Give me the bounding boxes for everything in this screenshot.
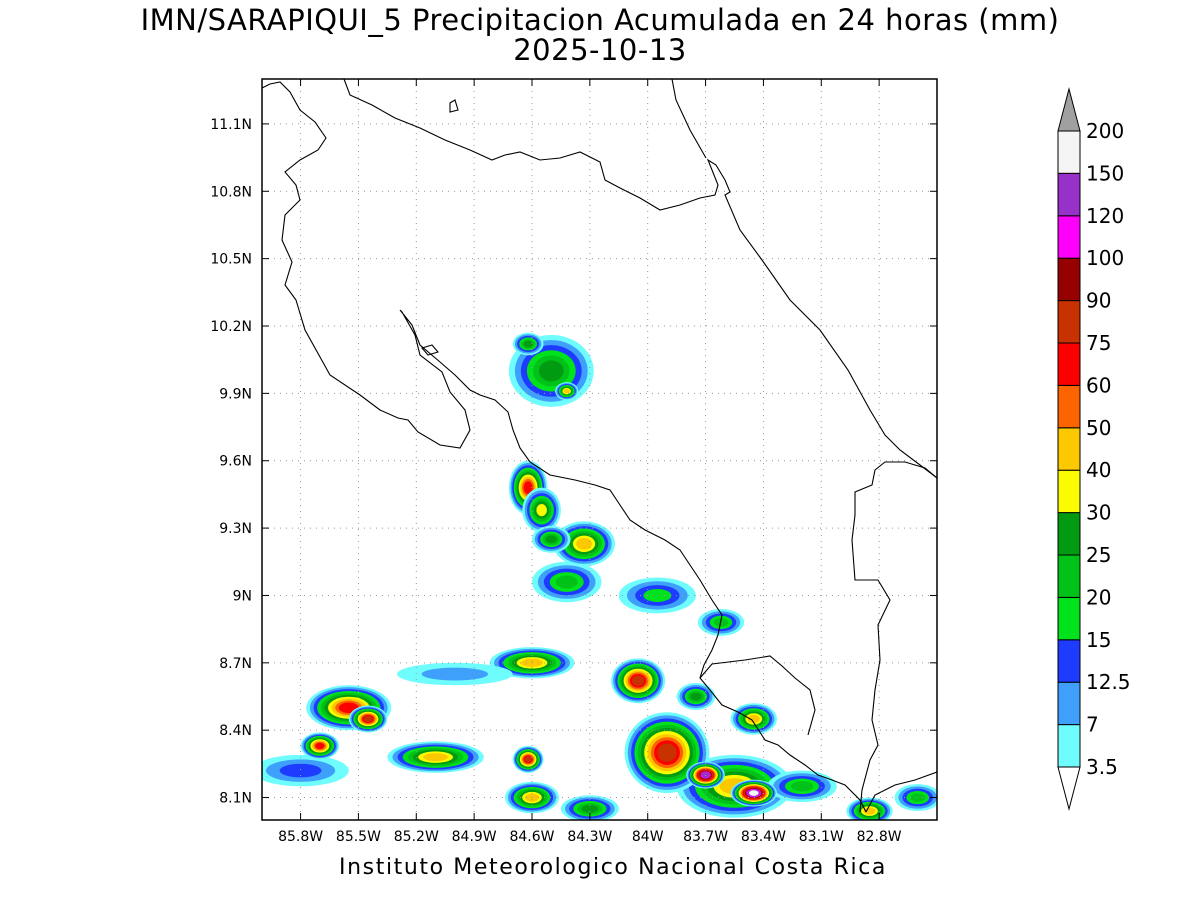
lat-tick-label: 10.5N: [210, 252, 252, 268]
colorbar-low-arrow: [1057, 766, 1081, 811]
precip-contour-band: [643, 588, 672, 602]
southern-border: [699, 655, 816, 736]
precip-contour-band: [690, 692, 702, 701]
footer-credit: Instituto Meteorologico Nacional Costa R…: [339, 855, 887, 880]
colorbar-swatch: [1057, 596, 1081, 641]
precip-contour-band: [657, 743, 677, 762]
colorbar-label: 12.5: [1086, 670, 1131, 694]
colorbar-label: 20: [1086, 585, 1111, 609]
precip-contour-band: [315, 742, 325, 750]
precip-contour-band: [538, 360, 564, 382]
lat-tick-label: 10.2N: [210, 319, 252, 335]
precip-contour-band: [279, 763, 322, 778]
colorbar-swatch: [1057, 257, 1081, 302]
colorbar-swatch: [1057, 172, 1081, 217]
colorbar-swatch: [1057, 215, 1081, 259]
coastlines-borders: [262, 79, 937, 813]
lon-tick-label: 83.7W: [683, 829, 728, 845]
colorbar-label: 7: [1086, 713, 1099, 737]
map-title: IMN/SARAPIQUI_5 Precipitacion Acumulada …: [140, 3, 1060, 37]
precip-contour-band: [747, 714, 760, 723]
colorbar-label: 30: [1086, 501, 1111, 525]
colorbar-swatch: [1057, 130, 1081, 174]
colorbar-label: 120: [1086, 204, 1124, 228]
lon-tick-label: 85.5W: [336, 829, 381, 845]
colorbar-swatch: [1057, 639, 1081, 683]
colorbar-label: 75: [1086, 331, 1111, 355]
colorbar: 3.5 7 12.5 15 20 25 30 40 50 60 75 90 100 120 150 200: [1057, 87, 1131, 811]
lon-tick-label: 84.9W: [452, 829, 497, 845]
panama-border: [851, 461, 937, 813]
precip-contour-band: [555, 575, 578, 589]
lon-tick-label: 82.8W: [857, 829, 902, 845]
colorbar-label: 90: [1086, 289, 1111, 313]
colorbar-label: 200: [1086, 119, 1124, 143]
precip-contour-band: [363, 715, 373, 723]
colorbar-label: 100: [1086, 246, 1124, 270]
precip-contour-band: [863, 807, 876, 815]
colorbar-label: 15: [1086, 628, 1111, 652]
colorbar-label: 50: [1086, 416, 1111, 440]
colorbar-swatch: [1057, 512, 1081, 556]
precip-contour-band: [524, 756, 532, 763]
lat-tick-label: 8.7N: [219, 656, 252, 672]
colorbar-swatch: [1057, 342, 1081, 386]
precip-contour-band: [749, 790, 759, 796]
map-frame: [261, 78, 938, 821]
colorbar-high-arrow: [1057, 87, 1081, 132]
precip-contour-band: [545, 535, 557, 544]
colorbar-label: 40: [1086, 458, 1111, 482]
lon-tick-label: 83.4W: [741, 829, 786, 845]
colorbar-label: 3.5: [1086, 755, 1118, 779]
lon-tick-label: 84W: [632, 829, 664, 845]
gulf-island: [421, 344, 439, 356]
precip-contour-band: [563, 388, 570, 394]
lat-tick-label: 9.6N: [219, 454, 252, 470]
precip-contour-band: [423, 753, 448, 762]
precip-contour-band: [631, 675, 645, 686]
lat-tick-label: 9N: [233, 588, 252, 604]
lon-tick-label: 83.1W: [799, 829, 844, 845]
lake-nicaragua-shore: [671, 79, 707, 159]
precip-contour-band: [421, 667, 489, 681]
map-date: 2025-10-13: [513, 33, 687, 67]
colorbar-label: 60: [1086, 373, 1111, 397]
lon-tick-label: 85.8W: [278, 829, 323, 845]
precip-contour-band: [910, 793, 926, 802]
precip-contour-band: [576, 538, 592, 550]
lat-tick-label: 8.4N: [219, 723, 252, 739]
lon-tick-label: 84.3W: [567, 829, 612, 845]
colorbar-swatch: [1057, 469, 1081, 514]
colorbar-swatch: [1057, 300, 1081, 344]
precip-contour-band: [523, 481, 533, 495]
colorbar-label: 25: [1086, 543, 1111, 567]
lat-tick-label: 9.9N: [219, 386, 252, 402]
colorbar-swatch: [1057, 384, 1081, 429]
precip-contour-band: [581, 804, 599, 813]
lat-tick-label: 9.3N: [219, 521, 252, 537]
lat-tick-label: 10.8N: [210, 184, 252, 200]
precip-contour-band: [523, 340, 533, 348]
precip-contour-band: [536, 504, 547, 517]
caribbean-coastline: [343, 79, 937, 479]
colorbar-swatch: [1057, 427, 1081, 471]
burica-coast: [865, 771, 937, 813]
lat-tick-label: 11.1N: [210, 117, 252, 133]
lon-tick-label: 84.6W: [509, 829, 554, 845]
lon-tick-label: 85.2W: [394, 829, 439, 845]
precip-contour-band: [790, 781, 814, 792]
colorbar-label: 150: [1086, 161, 1124, 185]
map-axes: 85.8W 85.5W 85.2W 84.9W 84.6W 84.3W 84W 83.7W 83…: [210, 79, 937, 845]
precipitation-field: [262, 332, 937, 820]
lat-tick-label: 8.1N: [219, 791, 252, 807]
island-outline: [449, 99, 459, 113]
colorbar-swatch: [1057, 554, 1081, 598]
colorbar-swatch: [1057, 724, 1081, 768]
colorbar-swatch: [1057, 681, 1081, 726]
pacific-coastline: [262, 81, 867, 813]
